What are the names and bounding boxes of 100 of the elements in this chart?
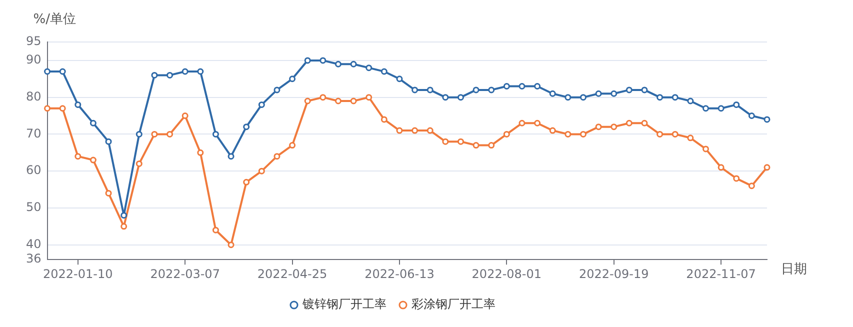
point: [457, 94, 464, 101]
point: [90, 156, 96, 164]
y-tick-label: 60: [26, 163, 42, 178]
point: [289, 142, 296, 149]
point: [518, 120, 526, 126]
point: [764, 164, 770, 171]
point: [59, 68, 66, 75]
y-tick-label: 95: [26, 34, 42, 48]
point: [702, 105, 709, 112]
point: [412, 127, 418, 134]
point: [120, 212, 128, 219]
point: [228, 242, 234, 248]
point: [488, 86, 495, 94]
y-tick-label: 36: [26, 252, 42, 266]
point: [672, 94, 678, 101]
point: [212, 226, 219, 234]
point: [136, 160, 142, 167]
point: [412, 86, 418, 94]
point: [764, 116, 770, 123]
point: [610, 90, 618, 97]
point: [151, 72, 158, 78]
legend-label: 彩涂钢厂开工率: [412, 297, 496, 312]
point: [748, 182, 755, 190]
point: [380, 116, 388, 123]
x-tick-label: 2022-11-07: [686, 266, 756, 281]
point: [304, 57, 311, 64]
point: [549, 90, 556, 97]
point: [718, 105, 724, 112]
point: [549, 127, 556, 134]
point: [580, 94, 586, 101]
point: [595, 90, 602, 97]
point: [472, 86, 480, 94]
point: [748, 112, 755, 120]
point: [702, 146, 709, 152]
point: [518, 83, 526, 90]
y-tick-label: 80: [26, 89, 42, 104]
point: [380, 68, 388, 75]
point: [457, 138, 464, 145]
x-tick-label: 2022-06-13: [364, 266, 434, 281]
point: [580, 130, 586, 138]
y-tick-label: 90: [26, 52, 42, 67]
point: [610, 124, 618, 130]
x-tick-label: 2022-04-25: [257, 266, 328, 281]
point: [426, 127, 434, 134]
point: [304, 98, 311, 104]
point: [534, 120, 541, 126]
point: [166, 130, 174, 138]
point: [718, 164, 724, 171]
point: [733, 175, 740, 182]
x-tick-label: 2022-03-07: [150, 266, 220, 281]
point: [396, 127, 403, 134]
point: [426, 86, 434, 94]
point: [289, 76, 296, 82]
point: [366, 64, 372, 72]
point: [733, 101, 740, 108]
point: [442, 138, 449, 145]
point: [320, 94, 326, 101]
x-axis-title: 日期: [781, 262, 807, 277]
point: [44, 105, 51, 112]
point: [334, 60, 342, 68]
point: [105, 190, 112, 196]
point: [59, 105, 66, 112]
point: [120, 223, 128, 230]
x-tick-label: 2022-09-19: [578, 266, 649, 281]
point: [228, 153, 234, 160]
point: [258, 168, 265, 174]
point: [366, 94, 372, 101]
y-axis-title: %/单位: [33, 12, 76, 27]
point: [136, 130, 142, 138]
point: [166, 72, 174, 78]
point: [687, 98, 694, 104]
point: [274, 153, 280, 160]
point: [396, 76, 403, 82]
point: [350, 60, 357, 68]
point: [44, 68, 51, 75]
x-tick-label: 2022-01-10: [43, 266, 113, 281]
point: [641, 120, 648, 126]
point: [197, 149, 204, 156]
point: [564, 94, 572, 101]
point: [182, 68, 188, 75]
point: [151, 130, 158, 138]
point: [197, 68, 204, 75]
point: [105, 138, 112, 145]
point: [442, 94, 449, 101]
point: [687, 134, 694, 142]
point: [641, 86, 648, 94]
point: [472, 142, 480, 149]
point: [488, 142, 495, 149]
point: [626, 120, 632, 126]
point: [274, 86, 280, 94]
point: [212, 130, 219, 138]
point: [595, 124, 602, 130]
point: [626, 86, 632, 94]
point: [503, 130, 510, 138]
y-tick-label: 70: [26, 126, 42, 140]
point: [320, 57, 326, 64]
point: [243, 124, 250, 130]
point: [243, 178, 250, 186]
point: [534, 83, 541, 90]
point: [90, 120, 96, 126]
